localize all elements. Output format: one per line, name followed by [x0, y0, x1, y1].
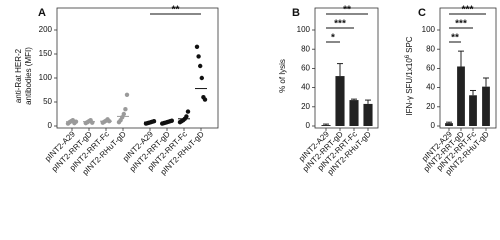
y-axis-label: IFN-γ SFU/1x106SPC [405, 36, 415, 115]
y-axis-label: anti-Rat HER-2 [14, 48, 23, 103]
y-tick-label: 0 [48, 121, 53, 130]
bar [321, 125, 331, 126]
bar [445, 123, 453, 126]
y-tick-label: 40 [301, 83, 310, 92]
significance-label: *** [334, 19, 346, 30]
significance-label: ** [451, 33, 459, 44]
y-axis-label-text: antibodies (MFI) [24, 47, 33, 105]
y-tick-label: 60 [426, 64, 435, 73]
y-tick-label: 20 [301, 102, 310, 111]
y-axis-label-sup: 6 [405, 54, 411, 58]
significance-label: *** [455, 19, 467, 30]
bar [457, 66, 465, 126]
data-point [198, 63, 203, 69]
y-axis-label: % of lysis [278, 59, 287, 93]
y-tick-label: 100 [39, 73, 53, 82]
data-point [151, 119, 157, 124]
significance-label: *** [462, 5, 474, 16]
panel-label: A [38, 7, 46, 19]
plot-frame [56, 7, 219, 129]
bar [349, 100, 359, 126]
panel-label: C [418, 7, 426, 19]
significance-label: ** [343, 5, 351, 16]
bar [363, 103, 373, 126]
bar [335, 76, 345, 126]
data-point [121, 111, 127, 117]
y-axis-label-text: IFN-γ SFU/1x10 [405, 58, 414, 116]
data-point [124, 92, 130, 98]
data-point [123, 107, 128, 112]
data-point [199, 75, 204, 81]
significance-label: * [331, 33, 335, 44]
significance-label: ** [172, 5, 180, 16]
data-point [184, 114, 189, 119]
y-tick-label: 40 [426, 83, 435, 92]
y-axis-label-tail: SPC [405, 36, 414, 53]
bar [482, 86, 490, 126]
y-tick-label: 200 [39, 25, 53, 34]
y-tick-label: 80 [301, 44, 310, 53]
y-tick-label: 100 [297, 25, 311, 34]
y-axis-label-text: anti-Rat HER-2 [14, 48, 23, 103]
data-point [185, 109, 191, 114]
y-tick-label: 60 [301, 64, 310, 73]
y-tick-label: 50 [43, 97, 52, 106]
data-point [196, 54, 201, 59]
y-tick-label: 0 [306, 121, 311, 130]
y-tick-label: 0 [431, 121, 436, 130]
y-tick-label: 20 [426, 102, 435, 111]
y-tick-label: 80 [426, 44, 435, 53]
bar [469, 95, 477, 126]
y-tick-label: 150 [39, 49, 53, 58]
panel-label: B [292, 7, 300, 19]
y-axis-label: antibodies (MFI) [24, 47, 33, 105]
y-tick-label: 100 [422, 25, 436, 34]
data-point [202, 97, 208, 102]
y-axis-label-text: % of lysis [278, 59, 287, 93]
data-point [90, 120, 95, 125]
data-point [194, 44, 200, 49]
